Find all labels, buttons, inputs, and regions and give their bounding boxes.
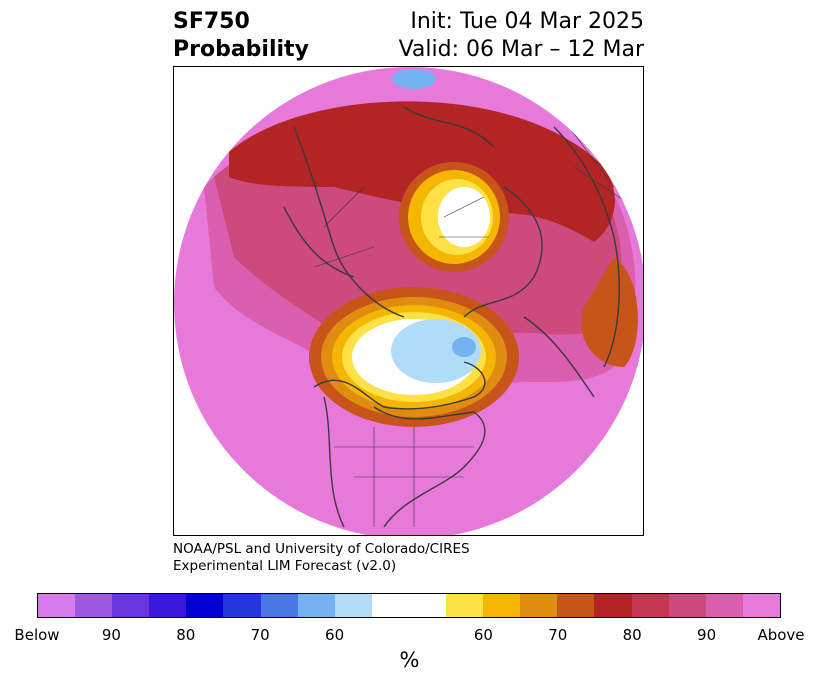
title-variable: SF750	[173, 9, 250, 34]
colorbar-below-swatch	[334, 594, 372, 617]
colorbar-below-swatch	[75, 594, 113, 617]
credit-line-1: NOAA/PSL and University of Colorado/CIRE…	[173, 541, 470, 557]
colorbar-above-swatch	[483, 594, 521, 617]
colorbar-below-swatch	[149, 594, 187, 617]
colorbar-above-swatch	[594, 594, 632, 617]
colorbar-below-swatch	[223, 594, 261, 617]
colorbar-tick-label: 90	[101, 626, 121, 644]
colorbar-tick-label: 60	[325, 626, 345, 644]
field-below-65-core	[452, 337, 476, 357]
colorbar-tick-label: 70	[548, 626, 568, 644]
colorbar-above-swatch	[742, 594, 780, 617]
colorbar-tick-label: 80	[622, 626, 642, 644]
colorbar-above-swatch	[557, 594, 595, 617]
colorbar-tick-label: 70	[250, 626, 270, 644]
colorbar-above-swatch	[520, 594, 558, 617]
polar-map	[174, 67, 643, 535]
credit-text: NOAA/PSL and University of Colorado/CIRE…	[173, 541, 470, 575]
colorbar-above-swatch	[446, 594, 484, 617]
field-neutral-north	[438, 187, 490, 247]
colorbar-above-swatch	[705, 594, 743, 617]
valid-range: Valid: 06 Mar – 12 Mar	[398, 37, 644, 62]
colorbar-below-swatch	[260, 594, 298, 617]
colorbar-tick-label: Above	[757, 626, 805, 644]
init-date: Init: Tue 04 Mar 2025	[410, 9, 644, 34]
map-panel	[173, 66, 644, 536]
colorbar-below-swatch	[38, 594, 76, 617]
colorbar-tick-label: 90	[697, 626, 717, 644]
credit-line-2: Experimental LIM Forecast (v2.0)	[173, 558, 397, 574]
colorbar-above-swatch	[631, 594, 669, 617]
colorbar	[37, 593, 781, 618]
coastlines	[283, 106, 620, 528]
colorbar-below-swatch	[186, 594, 224, 617]
colorbar-neutral-swatch	[371, 594, 447, 617]
forecast-dates: Init: Tue 04 Mar 2025 Valid: 06 Mar – 12…	[399, 8, 644, 64]
probability-field	[174, 67, 643, 535]
colorbar-tick-label: 60	[473, 626, 493, 644]
field-below-top	[392, 69, 436, 89]
colorbar-tick-label: 80	[176, 626, 196, 644]
map-title: SF750 Probability	[173, 8, 309, 64]
title-quantity: Probability	[173, 37, 309, 62]
colorbar-below-swatch	[112, 594, 150, 617]
field-region-80-north	[229, 101, 615, 242]
colorbar-unit: %	[399, 648, 420, 672]
field-below-60-core	[391, 319, 481, 383]
colorbar-below-swatch	[297, 594, 335, 617]
field-region-75-east	[581, 257, 638, 367]
colorbar-tick-label: Below	[14, 626, 60, 644]
colorbar-ticks: Below 90 80 70 60 60 70 80 90 Above	[0, 626, 819, 646]
colorbar-above-swatch	[668, 594, 706, 617]
